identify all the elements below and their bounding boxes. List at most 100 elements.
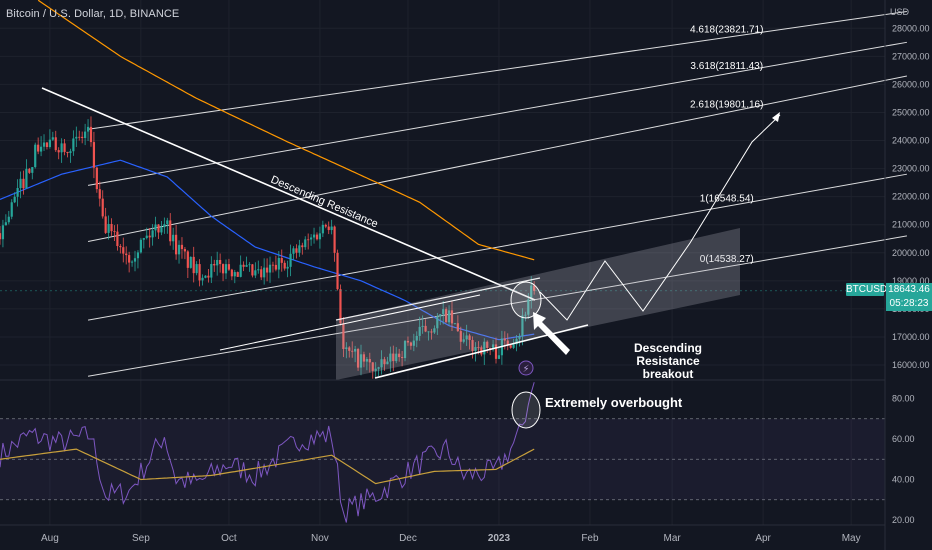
candle-body xyxy=(380,359,383,368)
candle-body xyxy=(447,310,451,323)
candle-body xyxy=(95,167,98,190)
candle-body xyxy=(521,315,524,336)
candle-body xyxy=(383,359,386,365)
candle-body xyxy=(60,143,63,153)
candle-body xyxy=(22,178,25,189)
rsi-tick-label: 60.00 xyxy=(892,434,915,444)
candle-body xyxy=(304,239,307,248)
candle-body xyxy=(81,136,84,139)
candle-body xyxy=(89,126,93,143)
candles xyxy=(0,116,885,379)
candle-body xyxy=(169,220,172,242)
fib-level-label: 2.618(19801.16) xyxy=(690,99,763,110)
candle-body xyxy=(98,189,101,199)
candle-body xyxy=(75,136,78,139)
candle-body xyxy=(427,331,430,333)
candle-body xyxy=(189,256,192,268)
candle-body xyxy=(491,344,495,350)
candle-body xyxy=(69,151,72,154)
candle-body xyxy=(327,226,330,231)
fast-ma-line xyxy=(0,159,535,341)
candle-body xyxy=(236,272,239,277)
candle-body xyxy=(365,359,368,362)
rsi-tick-label: 20.00 xyxy=(892,515,915,525)
candle-body xyxy=(283,262,286,269)
candle-body xyxy=(133,258,137,262)
candle-body xyxy=(442,309,445,315)
candle-body xyxy=(57,150,60,153)
candle-body xyxy=(130,261,134,263)
candle-body xyxy=(527,299,530,315)
candle-body xyxy=(119,246,122,248)
chart-title: Bitcoin / U.S. Dollar, 1D, BINANCE xyxy=(6,8,180,20)
candle-body xyxy=(221,264,225,274)
symbol-badge: BTCUSD xyxy=(846,283,888,296)
candle-body xyxy=(298,245,301,253)
y-tick-label: 24000.00 xyxy=(892,136,930,146)
candle-body xyxy=(37,144,40,152)
candle-body xyxy=(356,348,360,368)
candle-body xyxy=(227,264,231,270)
candle-body xyxy=(289,253,292,267)
fib-level-line xyxy=(87,75,908,243)
candle-body xyxy=(107,223,110,233)
candle-body xyxy=(371,362,374,371)
candle-body xyxy=(506,340,509,346)
candle-body xyxy=(430,331,433,333)
rsi-tick-label: 80.00 xyxy=(892,394,915,404)
candle-body xyxy=(25,168,28,189)
candle-body xyxy=(456,323,459,332)
moving-averages xyxy=(0,0,535,341)
candle-body xyxy=(151,230,154,238)
candle-body xyxy=(257,269,260,271)
candle-body xyxy=(418,326,421,336)
descending-resistance-line xyxy=(41,87,536,301)
candle-body xyxy=(242,264,245,267)
fib-level-label: 4.618(23821.71) xyxy=(690,24,763,35)
candle-body xyxy=(436,316,439,329)
bar-countdown: 05:28:23 xyxy=(889,298,929,309)
candle-body xyxy=(433,328,436,333)
candle-body xyxy=(213,263,216,266)
candle-body xyxy=(224,264,228,274)
candle-body xyxy=(486,341,489,348)
candle-body xyxy=(48,139,51,148)
candle-body xyxy=(51,137,54,140)
candle-body xyxy=(86,126,90,132)
candle-body xyxy=(324,224,327,227)
candle-body xyxy=(462,339,465,342)
candle-body xyxy=(207,275,210,278)
slow-ma-line xyxy=(37,0,535,261)
fib-level-label: 3.618(21811.43) xyxy=(690,61,763,72)
y-tick-label: 16000.00 xyxy=(892,360,930,370)
candle-body xyxy=(54,137,57,151)
candle-body xyxy=(248,264,251,266)
fib-level-label: 0(14538.27) xyxy=(700,254,754,265)
candle-body xyxy=(465,335,468,340)
candle-body xyxy=(157,224,160,233)
candle-body xyxy=(116,231,119,247)
candle-body xyxy=(398,353,401,358)
rsi-ma-line xyxy=(0,448,535,485)
y-tick-label: 27000.00 xyxy=(892,51,930,61)
grid xyxy=(0,0,885,525)
candle-body xyxy=(154,224,157,231)
breakout-circle xyxy=(510,281,542,319)
breakout-line-1: Descending Resistance xyxy=(633,341,702,368)
x-tick-label: Dec xyxy=(399,533,417,544)
projection-path xyxy=(539,114,781,321)
candle-body xyxy=(310,237,313,240)
candle-body xyxy=(386,361,389,365)
candle-body xyxy=(210,263,213,278)
candle-body xyxy=(295,248,298,253)
y-tick-label: 19000.00 xyxy=(892,276,930,286)
candle-body xyxy=(16,187,19,197)
candle-body xyxy=(307,239,310,241)
candle-body xyxy=(530,285,533,300)
candle-body xyxy=(254,270,257,276)
x-tick-label: Aug xyxy=(41,533,59,544)
x-tick-label: Apr xyxy=(755,533,771,544)
candle-body xyxy=(512,344,515,348)
projection-arrowhead xyxy=(772,112,780,122)
